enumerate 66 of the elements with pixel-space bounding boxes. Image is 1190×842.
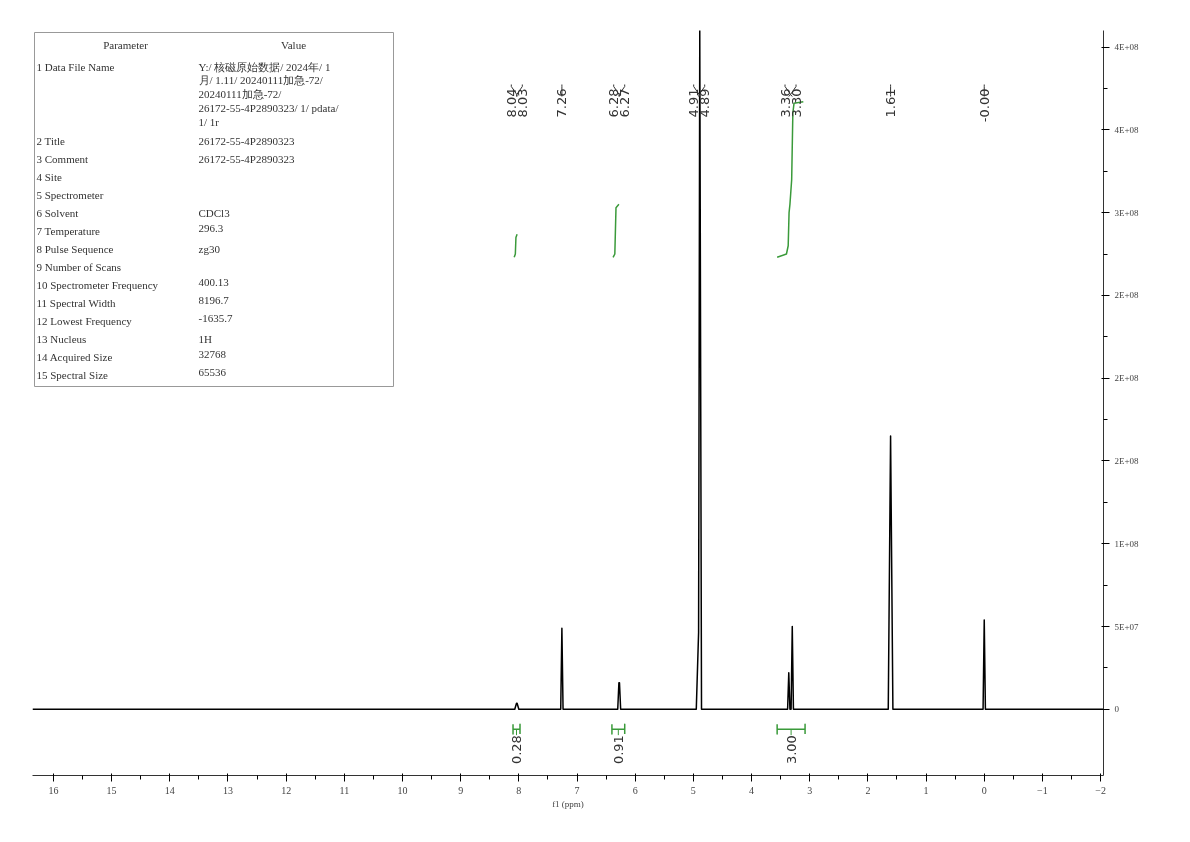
- annotation: 8.04: [503, 88, 519, 118]
- x-tick-label: 4: [749, 784, 755, 796]
- x-tick-label: 16: [48, 784, 59, 796]
- x-tick-label: 15: [106, 784, 117, 796]
- x-tick-label: 0: [981, 784, 987, 796]
- x-tick-label: 13: [222, 784, 233, 796]
- annotation: 0.28: [509, 735, 525, 765]
- x-tick-label: 7: [574, 784, 580, 796]
- annotation: 7 Temperature: [36, 224, 101, 237]
- annotation: 9 Number of Scans: [36, 260, 122, 273]
- annotation: CDCl3: [198, 206, 231, 219]
- annotation: 2 Title: [36, 134, 66, 147]
- annotation: 400.13: [198, 275, 230, 288]
- annotation: 65536: [198, 365, 227, 378]
- y-tick-label: 0: [1114, 704, 1120, 715]
- x-tick-label: 14: [164, 784, 175, 796]
- x-tick-label: 6: [632, 784, 638, 796]
- annotation: 296.3: [198, 221, 224, 234]
- annotation: 0.91: [610, 735, 626, 765]
- x-tick-label: −2: [1095, 784, 1106, 796]
- annotation: zg30: [198, 242, 221, 255]
- x-tick-label: 11: [339, 784, 350, 796]
- annotation: -0.00: [976, 88, 992, 123]
- x-tick-label: −1: [1037, 784, 1048, 796]
- x-tick-label: 2: [865, 784, 871, 796]
- annotation: 26172-55-4P2890323: [198, 134, 295, 147]
- annotation: Y:/ 核磁原始数据/ 2024年/ 1 月/ 1.11/ 20240111加急-72/ 20240111加急-72/ 26172-55-4P2890323/ 1/ pdata/ 1/ 1r: [198, 60, 340, 128]
- annotation: 6.27: [617, 88, 633, 118]
- y-tick-label: 2E+08: [1114, 290, 1140, 301]
- annotation: 7.26: [554, 88, 570, 118]
- x-tick-label: 3: [807, 784, 813, 796]
- annotation: 6 Solvent: [36, 206, 79, 219]
- annotation: 10 Spectrometer Frequency: [36, 278, 159, 291]
- annotation: 3 Comment: [36, 152, 89, 165]
- annotation: 14 Acquired Size: [36, 350, 113, 363]
- y-tick-label: 4E+08: [1114, 42, 1140, 53]
- y-tick-label: 2E+08: [1114, 455, 1140, 466]
- annotation: Parameter: [103, 38, 149, 51]
- annotation: 1H: [198, 332, 212, 345]
- annotation: 3.00: [783, 735, 799, 765]
- y-tick-label: 2E+08: [1114, 373, 1140, 384]
- annotation: 12 Lowest Frequency: [36, 314, 133, 327]
- x-tick-label: 10: [397, 784, 408, 796]
- x-tick-label: 1: [923, 784, 929, 796]
- x-tick-label: 9: [458, 784, 464, 796]
- annotation: 11 Spectral Width: [36, 296, 116, 309]
- annotation: 26172-55-4P2890323: [198, 152, 295, 165]
- x-axis-title: f1 (ppm): [552, 798, 584, 809]
- y-tick-label: 1E+08: [1114, 538, 1140, 549]
- annotation: 1 Data File Name: [36, 60, 115, 73]
- y-tick-label: 4E+08: [1114, 124, 1140, 135]
- y-tick-label: 5E+07: [1114, 621, 1140, 632]
- annotation: 8 Pulse Sequence: [36, 242, 114, 255]
- annotation: 32768: [198, 347, 227, 360]
- y-tick-label: 3E+08: [1114, 207, 1140, 218]
- annotation: 8196.7: [198, 293, 230, 306]
- x-tick-label: 5: [690, 784, 696, 796]
- annotation: 15 Spectral Size: [36, 368, 109, 381]
- annotation: 13 Nucleus: [36, 332, 87, 345]
- annotation: 4 Site: [36, 170, 62, 183]
- annotation: 1.61: [883, 88, 899, 118]
- annotation: 5 Spectrometer: [36, 188, 104, 201]
- x-tick-label: 12: [281, 784, 292, 796]
- x-tick-label: 8: [516, 784, 522, 796]
- annotation: Value: [280, 38, 307, 51]
- annotation: -1635.7: [198, 311, 233, 324]
